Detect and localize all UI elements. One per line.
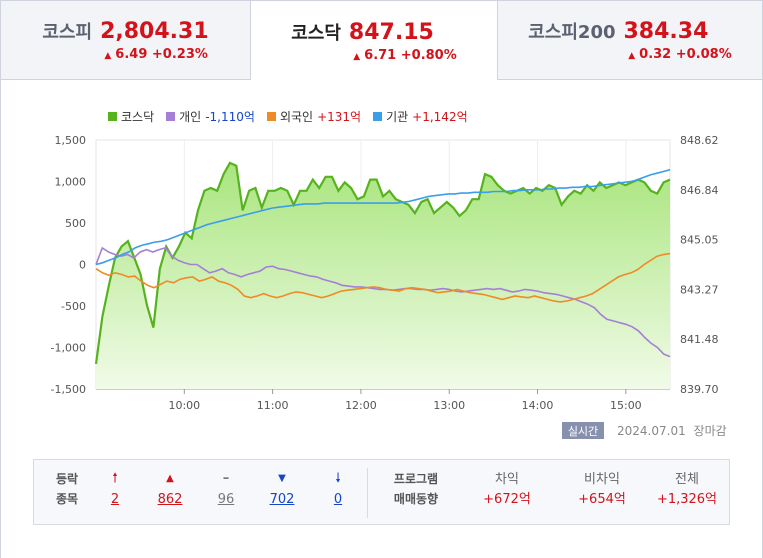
rise-triangle-icon: ▲	[166, 473, 174, 484]
right-axis-tick: 848.62	[680, 134, 719, 147]
tab-kosdaq-value: 847.15	[348, 19, 434, 45]
program-total: 전체 +1,326억	[642, 470, 732, 510]
left-axis-tick: 1,000	[55, 176, 87, 189]
breadth-rise: ▲ 862	[150, 470, 190, 510]
legend-item-institution: 기관 +1,142억	[373, 108, 468, 125]
x-axis-tick: 13:00	[433, 399, 465, 412]
lower-limit-arrow-icon: 🠗	[335, 471, 341, 486]
program-label-line1: 프로그램	[393, 472, 439, 486]
breadth-lower-limit: 🠗 0	[318, 470, 358, 510]
x-axis-tick: 14:00	[522, 399, 554, 412]
tab-kospi[interactable]: 코스피 2,804.31 ▲ 6.49 +0.23%	[0, 0, 251, 80]
legend-swatch-foreign	[266, 112, 276, 121]
tab-kospi200-change: ▲ 0.32 +0.08%	[528, 47, 732, 62]
program-non-arbitrage: 비차익 +654억	[557, 470, 647, 510]
x-axis-tick: 10:00	[168, 399, 200, 412]
market-state-text: 장마감	[693, 424, 727, 438]
upper-limit-count[interactable]: 2	[110, 492, 120, 507]
up-triangle-icon: ▲	[353, 51, 361, 62]
program-label-line2: 매매동향	[393, 492, 439, 506]
market-breadth-panel: 등락 종목 🠕 2 ▲ 862 – 96 ▼ 702 🠗 0 프로그램 매매동향…	[33, 459, 730, 525]
rise-count[interactable]: 862	[157, 492, 183, 507]
upper-limit-arrow-icon: 🠕	[112, 471, 118, 486]
left-axis-tick: -1,000	[51, 342, 86, 355]
tab-kospi-name: 코스피	[42, 22, 93, 43]
intraday-chart: 1,500 1,000 500 0 -500 -1,000 -1,500 848.62 846.…	[51, 134, 719, 412]
realtime-badge[interactable]: 실시간	[562, 422, 604, 439]
flat-count[interactable]: 96	[217, 492, 235, 507]
up-triangle-icon: ▲	[104, 51, 112, 61]
legend-value-institution: +1,142억	[412, 110, 468, 124]
legend-label-kosdaq: 코스닥	[121, 110, 155, 124]
tab-kospi-change-text: 6.49 +0.23%	[115, 47, 208, 62]
legend-swatch-individual	[166, 112, 176, 121]
x-axis-tick: 11:00	[257, 399, 289, 412]
program-arbitrage: 차익 +672억	[462, 470, 552, 510]
up-triangle-icon: ▲	[628, 51, 636, 61]
arbitrage-label: 차익	[495, 472, 519, 487]
total-value: +1,326억	[656, 492, 718, 507]
flat-dash-icon: –	[222, 471, 230, 486]
index-tabs: 코스피 2,804.31 ▲ 6.49 +0.23% 코스닥 847.15 ▲ 6.…	[0, 0, 763, 80]
series-line-기관	[95, 168, 671, 266]
tab-kospi-change: ▲ 6.49 +0.23%	[42, 47, 208, 62]
tab-kospi200-change-text: 0.32 +0.08%	[639, 47, 732, 62]
arbitrage-value: +672억	[483, 492, 531, 507]
tab-kospi-value: 2,804.31	[100, 19, 209, 44]
left-axis-tick: -1,500	[51, 383, 86, 396]
non-arbitrage-label: 비차익	[584, 472, 620, 487]
legend-item-foreign: 외국인 +131억	[266, 108, 362, 125]
series-line-kosdaq	[94, 161, 671, 365]
breadth-flat: – 96	[206, 470, 246, 510]
x-axis-tick: 12:00	[345, 399, 377, 412]
status-date-text: 2024.07.01	[617, 424, 686, 438]
status-date: 2024.07.01 장마감	[617, 422, 727, 439]
right-axis-tick: 841.48	[680, 333, 719, 346]
breadth-fall: ▼ 702	[262, 470, 302, 510]
left-axis-tick: -500	[61, 300, 86, 313]
left-axis-tick: 0	[79, 259, 86, 272]
legend-item-kosdaq: 코스닥	[108, 108, 154, 125]
legend-value-individual: -1,110억	[205, 110, 255, 124]
tab-kospi200-name: 코스피200	[528, 22, 616, 43]
chart-legend: 코스닥 개인 -1,110억 외국인 +131억 기관 +1,142억	[108, 108, 468, 125]
series-line-외국인	[95, 252, 671, 303]
right-axis-tick: 839.70	[680, 383, 719, 396]
fall-count[interactable]: 702	[269, 492, 295, 507]
legend-swatch-kosdaq	[108, 112, 117, 121]
tab-kosdaq-change-text: 6.71 +0.80%	[364, 47, 457, 63]
legend-value-foreign: +131억	[317, 110, 362, 124]
left-axis-tick: 1,500	[55, 134, 87, 147]
fall-triangle-icon: ▼	[278, 473, 286, 484]
left-axis-tick: 500	[65, 217, 86, 230]
tab-kospi200-value: 384.34	[623, 19, 709, 44]
legend-label-institution: 기관	[386, 110, 409, 124]
breadth-label: 등락 종목	[51, 469, 83, 509]
tab-kosdaq-change: ▲ 6.71 +0.80%	[291, 48, 457, 63]
breadth-label-line1: 등락	[55, 472, 79, 486]
lower-limit-count[interactable]: 0	[333, 492, 343, 507]
right-axis-tick: 845.05	[680, 234, 719, 247]
breadth-label-line2: 종목	[55, 492, 79, 506]
legend-label-individual: 개인	[179, 110, 202, 124]
breadth-upper-limit: 🠕 2	[95, 470, 135, 510]
panel-divider	[367, 468, 368, 518]
right-axis-tick: 843.27	[680, 283, 719, 296]
x-axis-tick: 15:00	[610, 399, 642, 412]
legend-swatch-institution	[373, 112, 383, 121]
tab-kosdaq[interactable]: 코스닥 847.15 ▲ 6.71 +0.80%	[250, 0, 498, 80]
kosdaq-area	[96, 162, 670, 389]
non-arbitrage-value: +654억	[578, 492, 626, 507]
right-axis-tick: 846.84	[680, 184, 719, 197]
tab-kosdaq-name: 코스닥	[291, 22, 341, 44]
total-label: 전체	[675, 472, 699, 487]
tab-kospi200[interactable]: 코스피200 384.34 ▲ 0.32 +0.08%	[497, 0, 763, 80]
program-label: 프로그램 매매동향	[386, 469, 446, 509]
legend-item-individual: 개인 -1,110억	[166, 108, 255, 125]
legend-label-foreign: 외국인	[279, 110, 314, 124]
